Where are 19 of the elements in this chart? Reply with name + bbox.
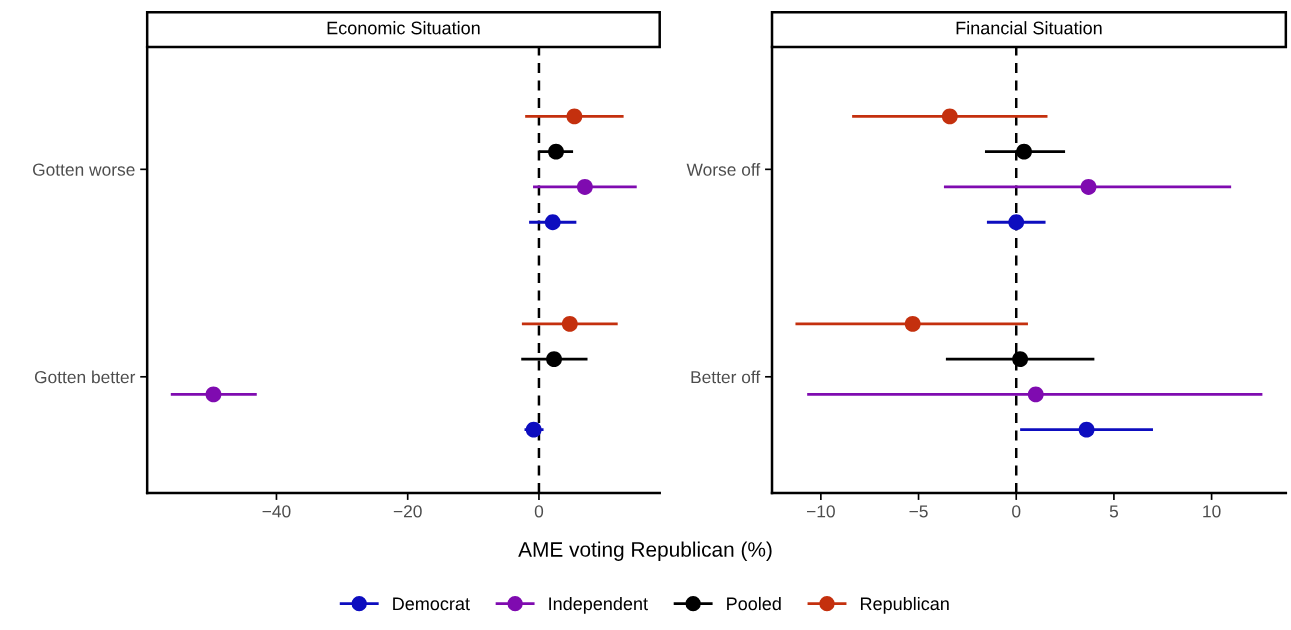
- chart-title: Economic Situation: [327, 21, 480, 35]
- x-tick-label: 0: [1012, 505, 1021, 518]
- x-tick-label: 5: [1109, 505, 1119, 518]
- x-tick-label: −20: [393, 505, 422, 518]
- chart-title: Financial Situation: [956, 21, 1102, 35]
- legend-label: Democrat: [393, 597, 470, 611]
- x-tick-label: 0: [534, 505, 544, 518]
- y-tick-label: Worse off: [686, 163, 761, 176]
- x-tick-label: −10: [806, 505, 835, 518]
- legend-label: Pooled: [727, 596, 781, 611]
- x-tick-label: −40: [262, 505, 291, 518]
- x-axis-title: AME voting Republican (%): [518, 541, 772, 561]
- y-tick-label: Better off: [691, 370, 761, 384]
- y-tick-label: Gotten worse: [33, 163, 135, 176]
- y-tick-label: Gotten better: [34, 370, 136, 384]
- legend-label: Republican: [860, 596, 949, 614]
- x-tick-label: 10: [1203, 505, 1221, 518]
- x-tick-label: −5: [909, 505, 928, 518]
- legend-label: Independent: [549, 596, 648, 614]
